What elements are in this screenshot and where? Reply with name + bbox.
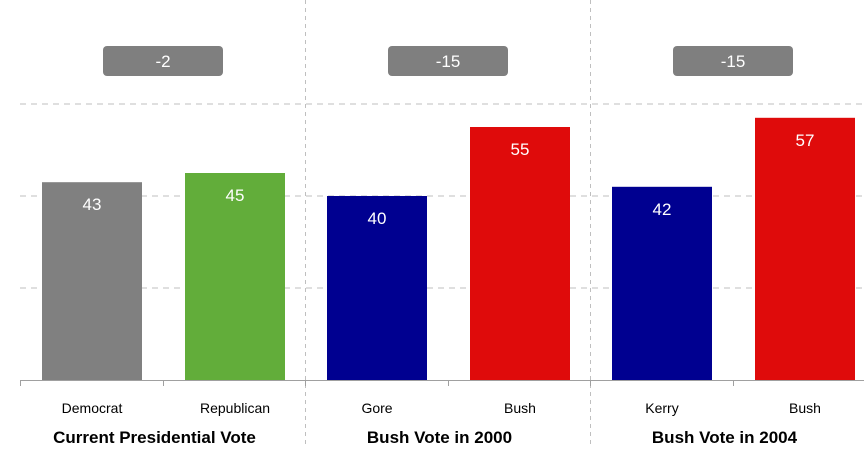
group-title: Bush Vote in 2000: [367, 428, 512, 447]
bar: [327, 196, 427, 380]
group-title: Current Presidential Vote: [53, 428, 256, 447]
bar-value-label: 40: [368, 209, 387, 228]
bar: [612, 186, 712, 380]
category-label: Democrat: [62, 400, 123, 416]
bar-value-label: 55: [511, 140, 530, 159]
bar: [755, 117, 855, 381]
gridlines: [20, 0, 864, 445]
difference-label: -15: [721, 52, 746, 71]
category-label: Republican: [200, 400, 270, 416]
bar-value-label: 45: [226, 186, 245, 205]
category-label: Bush: [789, 400, 821, 416]
bar-value-label: 43: [83, 195, 102, 214]
category-label: Gore: [361, 400, 392, 416]
bar-value-label: 42: [653, 200, 672, 219]
labels: -2 43 Democrat 45 Republican Current Presiden…: [53, 46, 821, 447]
group-title: Bush Vote in 2004: [652, 428, 798, 447]
x-axis: [20, 380, 864, 386]
bar-value-label: 57: [796, 131, 815, 150]
difference-badge: [673, 46, 793, 76]
difference-label: -15: [436, 52, 461, 71]
bar: [42, 182, 142, 380]
difference-badge: [388, 46, 508, 76]
bar: [185, 173, 285, 380]
category-label: Kerry: [645, 400, 678, 416]
bars: [42, 117, 855, 381]
bar: [470, 127, 570, 380]
difference-badge: [103, 46, 223, 76]
category-label: Bush: [504, 400, 536, 416]
difference-label: -2: [155, 52, 170, 71]
